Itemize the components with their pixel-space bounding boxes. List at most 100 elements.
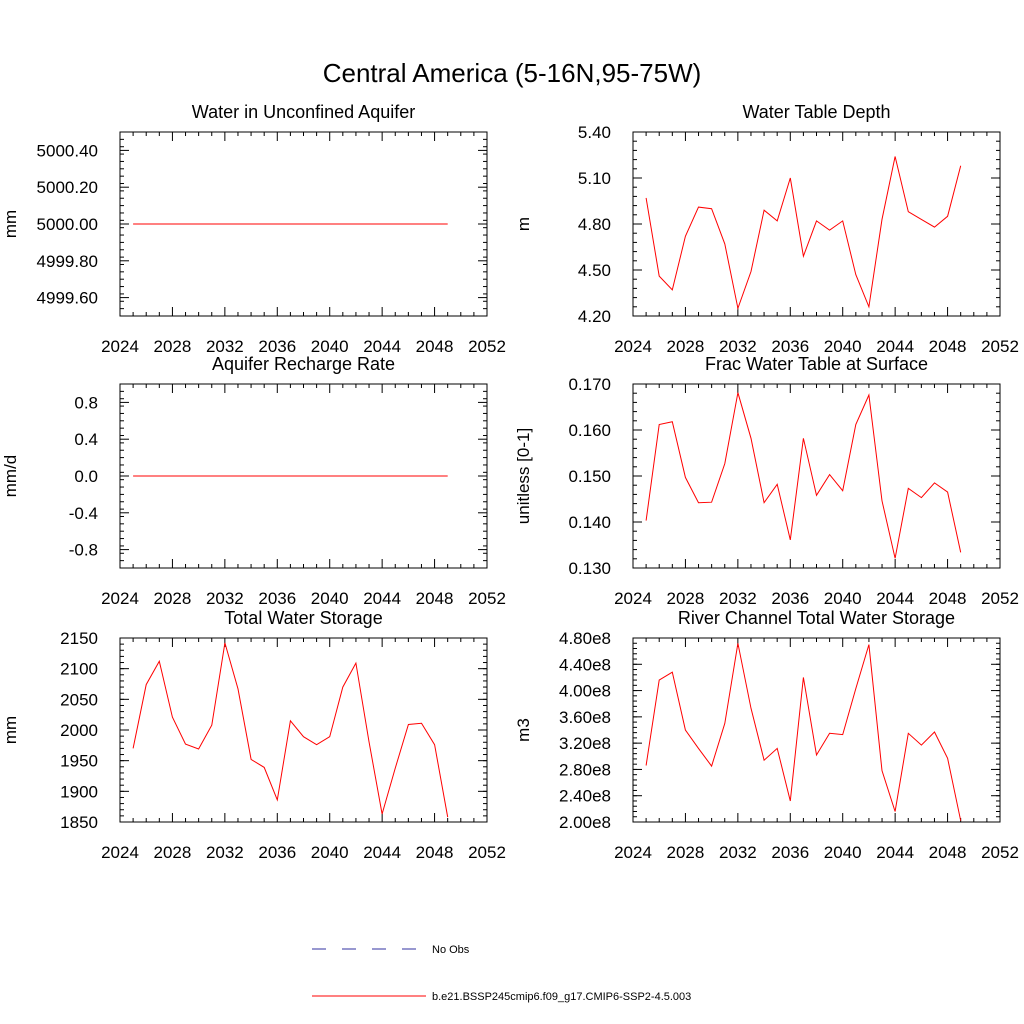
legend-model-label: b.e21.BSSP245cmip6.f09_g17.CMIP6-SSP2-4.… bbox=[432, 991, 691, 1003]
chart-frac-water-table-at-surface-ytick-label-0: 0.130 bbox=[568, 559, 611, 578]
chart-total-water-storage-ytick-label-3: 2000 bbox=[60, 721, 98, 740]
chart-aquifer-recharge-rate: Aquifer Recharge Rate mm/d 2024 2028 2032 203… bbox=[1, 354, 506, 608]
chart-river-channel-total-water-storage-ytick-label-5: 4.00e8 bbox=[559, 682, 611, 701]
chart-water-table-depth-ylabel: m bbox=[514, 217, 533, 231]
chart-water-in-unconfined-aquifer-xtick-label-2024: 2024 bbox=[101, 337, 139, 356]
chart-total-water-storage-ytick-label-4: 2050 bbox=[60, 690, 98, 709]
chart-water-in-unconfined-aquifer-ytick-label-0: 4999.60 bbox=[37, 289, 98, 308]
chart-total-water-storage-title: Total Water Storage bbox=[224, 608, 382, 628]
chart-water-table-depth-frame bbox=[632, 131, 1001, 317]
chart-river-channel-total-water-storage-series-line bbox=[645, 643, 962, 821]
chart-aquifer-recharge-rate-xtick-label-2028: 2028 bbox=[154, 589, 192, 608]
chart-river-channel-total-water-storage-ytick-label-2: 2.80e8 bbox=[559, 760, 611, 779]
chart-frac-water-table-at-surface-ytick-label-3: 0.160 bbox=[568, 421, 611, 440]
chart-aquifer-recharge-rate-xtick-label-2048: 2048 bbox=[416, 589, 454, 608]
chart-river-channel-total-water-storage-frame bbox=[632, 637, 1001, 823]
chart-water-in-unconfined-aquifer-xtick-label-2044: 2044 bbox=[363, 337, 401, 356]
chart-water-in-unconfined-aquifer-ytick-label-2: 5000.00 bbox=[37, 215, 98, 234]
chart-water-table-depth-ytick-label-1: 4.50 bbox=[578, 261, 611, 280]
chart-aquifer-recharge-rate-title: Aquifer Recharge Rate bbox=[212, 354, 395, 374]
chart-frac-water-table-at-surface-xtick-label-2048: 2048 bbox=[929, 589, 967, 608]
chart-water-table-depth-xtick-label-2036: 2036 bbox=[771, 337, 809, 356]
chart-water-in-unconfined-aquifer-xtick-label-2052: 2052 bbox=[468, 337, 506, 356]
panels: Water in Unconfined Aquifer mm 2024 2028 203… bbox=[1, 102, 1019, 862]
chart-river-channel-total-water-storage-ytick-label-4: 3.60e8 bbox=[559, 708, 611, 727]
chart-aquifer-recharge-rate-ytick-label-2: 0.0 bbox=[74, 467, 98, 486]
chart-water-in-unconfined-aquifer-ytick-label-4: 5000.40 bbox=[37, 141, 98, 160]
chart-total-water-storage-xtick-label-2032: 2032 bbox=[206, 843, 244, 862]
chart-aquifer-recharge-rate-ytick-label-3: 0.4 bbox=[74, 430, 98, 449]
chart-total-water-storage-frame bbox=[119, 637, 488, 823]
chart-water-table-depth-xtick-label-2024: 2024 bbox=[614, 337, 652, 356]
chart-aquifer-recharge-rate-ytick-label-1: -0.4 bbox=[69, 504, 98, 523]
chart-frac-water-table-at-surface-title: Frac Water Table at Surface bbox=[705, 354, 928, 374]
chart-river-channel-total-water-storage-xtick-label-2024: 2024 bbox=[614, 843, 652, 862]
chart-frac-water-table-at-surface-xtick-label-2024: 2024 bbox=[614, 589, 652, 608]
chart-river-channel-total-water-storage-title: River Channel Total Water Storage bbox=[678, 608, 955, 628]
chart-total-water-storage-xtick-label-2040: 2040 bbox=[311, 843, 349, 862]
chart-water-table-depth-title: Water Table Depth bbox=[742, 102, 890, 122]
chart-total-water-storage-ytick-label-2: 1950 bbox=[60, 752, 98, 771]
chart-river-channel-total-water-storage-xtick-label-2028: 2028 bbox=[667, 843, 705, 862]
chart-river-channel-total-water-storage-xtick-label-2044: 2044 bbox=[876, 843, 914, 862]
chart-aquifer-recharge-rate-ytick-label-0: -0.8 bbox=[69, 541, 98, 560]
chart-water-table-depth-xtick-label-2052: 2052 bbox=[981, 337, 1019, 356]
chart-aquifer-recharge-rate-ylabel: mm/d bbox=[1, 455, 20, 498]
chart-water-in-unconfined-aquifer-ytick-label-3: 5000.20 bbox=[37, 178, 98, 197]
chart-frac-water-table-at-surface-xtick-label-2028: 2028 bbox=[667, 589, 705, 608]
chart-total-water-storage-xtick-label-2052: 2052 bbox=[468, 843, 506, 862]
chart-total-water-storage-series-line bbox=[132, 642, 449, 818]
chart-total-water-storage-xtick-label-2048: 2048 bbox=[416, 843, 454, 862]
legend: No Obs b.e21.BSSP245cmip6.f09_g17.CMIP6-… bbox=[312, 944, 691, 1003]
legend-obs-label: No Obs bbox=[432, 944, 470, 956]
chart-river-channel-total-water-storage-ytick-label-3: 3.20e8 bbox=[559, 734, 611, 753]
chart-water-table-depth-xtick-label-2028: 2028 bbox=[667, 337, 705, 356]
chart-water-in-unconfined-aquifer-xtick-label-2032: 2032 bbox=[206, 337, 244, 356]
chart-water-table-depth-ytick-label-3: 5.10 bbox=[578, 169, 611, 188]
chart-frac-water-table-at-surface-ytick-label-1: 0.140 bbox=[568, 513, 611, 532]
chart-total-water-storage: Total Water Storage mm 2024 2028 2032 2036 204… bbox=[1, 608, 506, 862]
chart-aquifer-recharge-rate-xtick-label-2024: 2024 bbox=[101, 589, 139, 608]
chart-aquifer-recharge-rate-xtick-label-2032: 2032 bbox=[206, 589, 244, 608]
chart-water-table-depth-ytick-label-2: 4.80 bbox=[578, 215, 611, 234]
chart-total-water-storage-xtick-label-2024: 2024 bbox=[101, 843, 139, 862]
chart-water-in-unconfined-aquifer-ylabel: mm bbox=[1, 210, 20, 238]
chart-water-table-depth: Water Table Depth m 2024 2028 2032 2036 2040 20… bbox=[514, 102, 1019, 356]
chart-aquifer-recharge-rate-xtick-label-2044: 2044 bbox=[363, 589, 401, 608]
chart-frac-water-table-at-surface-ytick-label-4: 0.170 bbox=[568, 375, 611, 394]
chart-river-channel-total-water-storage-ytick-label-6: 4.40e8 bbox=[559, 655, 611, 674]
chart-frac-water-table-at-surface: Frac Water Table at Surface unitless [0-1… bbox=[514, 354, 1019, 608]
chart-frac-water-table-at-surface-ylabel: unitless [0-1] bbox=[514, 428, 533, 524]
chart-total-water-storage-ylabel: mm bbox=[1, 716, 20, 744]
chart-water-in-unconfined-aquifer-xtick-label-2028: 2028 bbox=[154, 337, 192, 356]
chart-total-water-storage-xtick-label-2044: 2044 bbox=[363, 843, 401, 862]
chart-river-channel-total-water-storage-ytick-label-1: 2.40e8 bbox=[559, 787, 611, 806]
chart-aquifer-recharge-rate-xtick-label-2040: 2040 bbox=[311, 589, 349, 608]
chart-total-water-storage-ytick-label-1: 1900 bbox=[60, 782, 98, 801]
chart-river-channel-total-water-storage-xtick-label-2052: 2052 bbox=[981, 843, 1019, 862]
chart-river-channel-total-water-storage-ytick-label-0: 2.00e8 bbox=[559, 813, 611, 832]
chart-frac-water-table-at-surface-xtick-label-2036: 2036 bbox=[771, 589, 809, 608]
chart-frac-water-table-at-surface-xtick-label-2044: 2044 bbox=[876, 589, 914, 608]
page-title: Central America (5-16N,95-75W) bbox=[323, 58, 702, 88]
chart-frac-water-table-at-surface-ytick-label-2: 0.150 bbox=[568, 467, 611, 486]
chart-frac-water-table-at-surface-series-line bbox=[645, 392, 962, 559]
chart-water-in-unconfined-aquifer: Water in Unconfined Aquifer mm 2024 2028 203… bbox=[1, 102, 506, 356]
chart-water-table-depth-xtick-label-2044: 2044 bbox=[876, 337, 914, 356]
chart-water-table-depth-ytick-label-4: 5.40 bbox=[578, 123, 611, 142]
chart-total-water-storage-xtick-label-2028: 2028 bbox=[154, 843, 192, 862]
chart-river-channel-total-water-storage-ylabel: m3 bbox=[514, 718, 533, 742]
chart-river-channel-total-water-storage-xtick-label-2032: 2032 bbox=[719, 843, 757, 862]
chart-water-in-unconfined-aquifer-xtick-label-2048: 2048 bbox=[416, 337, 454, 356]
chart-water-in-unconfined-aquifer-xtick-label-2036: 2036 bbox=[258, 337, 296, 356]
chart-aquifer-recharge-rate-ytick-label-4: 0.8 bbox=[74, 393, 98, 412]
chart-total-water-storage-ytick-label-5: 2100 bbox=[60, 660, 98, 679]
chart-water-table-depth-xtick-label-2048: 2048 bbox=[929, 337, 967, 356]
chart-water-table-depth-ytick-label-0: 4.20 bbox=[578, 307, 611, 326]
chart-aquifer-recharge-rate-xtick-label-2036: 2036 bbox=[258, 589, 296, 608]
chart-frac-water-table-at-surface-xtick-label-2052: 2052 bbox=[981, 589, 1019, 608]
chart-water-in-unconfined-aquifer-title: Water in Unconfined Aquifer bbox=[192, 102, 415, 122]
chart-river-channel-total-water-storage-xtick-label-2040: 2040 bbox=[824, 843, 862, 862]
chart-river-channel-total-water-storage-ytick-label-7: 4.80e8 bbox=[559, 629, 611, 648]
